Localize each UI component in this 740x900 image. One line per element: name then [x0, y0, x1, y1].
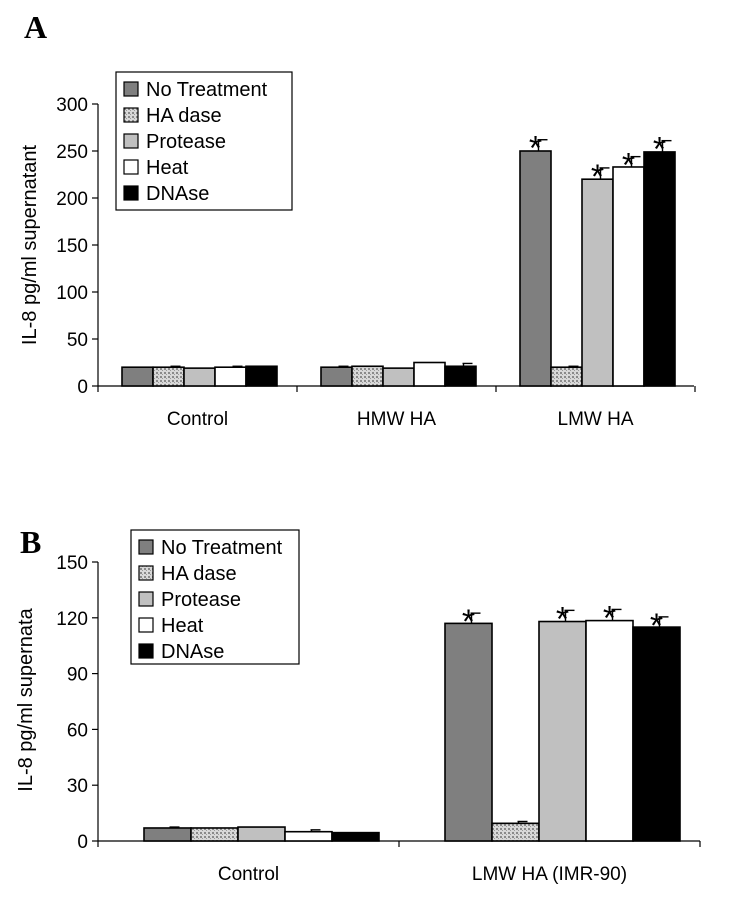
bar — [491, 822, 540, 842]
y-tick-label: 100 — [56, 283, 88, 304]
legend-swatch — [138, 643, 154, 659]
y-axis-label: IL-8 pg/ml supernatant — [19, 145, 41, 346]
bar — [143, 827, 192, 842]
category-label: Control — [218, 864, 279, 885]
bar — [121, 366, 154, 387]
chart-b: 0 30 60 90 120 150 IL-8 pg/ml supernata Control… — [15, 529, 701, 885]
bar — [190, 827, 239, 842]
legend-label: Protease — [146, 131, 226, 153]
y-tick-label: 0 — [77, 377, 88, 398]
bar — [444, 622, 493, 842]
category-label: LMW HA — [558, 409, 634, 430]
category-label: HMW HA — [357, 409, 436, 430]
significance-star: * — [650, 607, 663, 645]
bar — [152, 366, 185, 387]
significance-star: * — [462, 603, 475, 641]
panel-label-a: A — [24, 9, 47, 45]
bar — [538, 620, 587, 842]
legend-label: Heat — [146, 157, 189, 179]
legend-label: DNAse — [161, 641, 224, 663]
significance-star: * — [603, 599, 616, 637]
legend-swatch — [138, 539, 154, 555]
legend-label: No Treatment — [146, 79, 268, 101]
legend-label: No Treatment — [161, 537, 283, 559]
significance-star: * — [622, 147, 635, 185]
bar — [612, 166, 645, 387]
bar — [284, 830, 333, 842]
legend-swatch — [123, 81, 139, 97]
y-tick-label: 90 — [67, 665, 88, 686]
legend-label: DNAse — [146, 183, 209, 205]
y-tick-label: 50 — [67, 330, 88, 351]
legend-label: Heat — [161, 615, 204, 637]
y-tick-label: 250 — [56, 142, 88, 163]
category-label: Control — [167, 409, 228, 430]
bar — [413, 361, 446, 387]
bar — [519, 150, 552, 387]
legend-swatch — [138, 617, 154, 633]
legend-swatch — [123, 185, 139, 201]
y-tick-label: 30 — [67, 776, 88, 797]
bar — [331, 831, 380, 842]
significance-star: * — [653, 131, 666, 169]
bar — [581, 178, 614, 387]
legend-label: HA dase — [146, 105, 222, 127]
legend-swatch — [123, 133, 139, 149]
legend-swatch — [138, 591, 154, 607]
y-tick-label: 120 — [56, 609, 88, 630]
legend-swatch — [123, 107, 139, 123]
legend-label: Protease — [161, 589, 241, 611]
category-label: LMW HA (IMR-90) — [472, 864, 627, 885]
legend-box — [130, 529, 300, 665]
bar — [183, 367, 216, 387]
legend-swatch — [138, 565, 154, 581]
bar — [643, 151, 676, 387]
bar — [585, 619, 634, 842]
y-tick-label: 60 — [67, 720, 88, 741]
y-axis-label: IL-8 pg/ml supernata — [15, 607, 37, 791]
significance-star: * — [591, 158, 604, 196]
y-tick-label: 0 — [77, 832, 88, 853]
legend-box — [115, 71, 293, 211]
y-tick-label: 200 — [56, 189, 88, 210]
bar — [237, 826, 286, 842]
bar — [550, 366, 583, 387]
y-tick-label: 300 — [56, 95, 88, 116]
bar — [351, 365, 384, 387]
y-tick-label: 150 — [56, 553, 88, 574]
bar — [382, 367, 415, 387]
bar — [632, 626, 681, 842]
bar — [245, 365, 278, 387]
y-tick-label: 150 — [56, 236, 88, 257]
significance-star: * — [556, 600, 569, 638]
legend-label: HA dase — [161, 563, 237, 585]
panel-label-b: B — [20, 524, 41, 560]
bar — [214, 366, 247, 387]
bar — [444, 365, 477, 387]
legend-swatch — [123, 159, 139, 175]
bar — [320, 366, 353, 387]
significance-star: * — [529, 130, 542, 168]
chart-a: 0 50 100 150 200 250 300 IL-8 pg/ml supernatant… — [19, 71, 696, 430]
